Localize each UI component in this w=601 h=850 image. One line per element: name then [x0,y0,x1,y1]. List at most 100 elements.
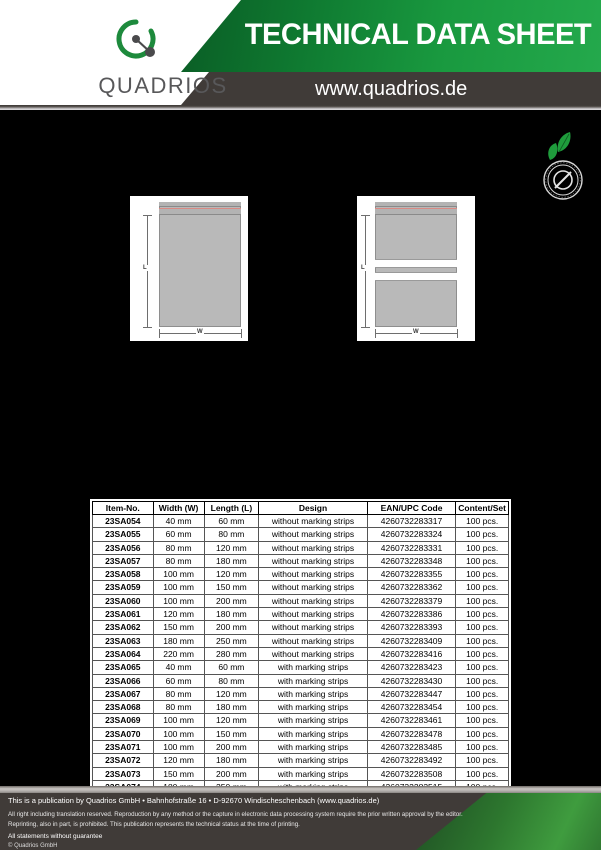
marking-strip-2 [375,272,457,281]
cell-ean-upc-code: 4260732283430 [366,673,457,688]
cell-ean-upc-code: 4260732283508 [366,766,457,781]
bag-seal-strip [375,209,457,215]
cell-content-set: 100 pcs. [455,713,509,728]
cell-content-set: 100 pcs. [455,673,509,688]
cell-ean-upc-code: 4260732283478 [366,726,457,742]
column-header-design: Design [258,501,368,515]
cell-content-set: 100 pcs. [455,540,509,555]
cell-length: 200 mm [203,620,260,635]
cell-item-no: 23SA061 [92,607,154,622]
table-row: 23SA069 100 mm 120 mm with marking strips 42… [92,713,509,728]
specification-table: Item-No. Width (W) Length (L) Design EAN… [92,501,509,808]
width-cap-right [241,329,242,338]
cell-design: without marking strips [258,540,368,555]
cell-ean-upc-code: 4260732283423 [366,660,457,675]
cell-item-no: 23SA063 [92,633,154,648]
table-row: 23SA062 150 mm 200 mm without marking strip… [92,620,509,635]
cell-design: without marking strips [258,620,368,635]
header-divider [0,105,601,110]
cell-item-no: 23SA064 [92,646,154,662]
diagram-bag-without-marking-strips: L W [130,196,248,341]
cell-content-set: 100 pcs. [455,553,509,569]
cell-item-no: 23SA057 [92,553,154,569]
quadrios-wordmark: QUADRIOS [98,73,228,98]
bag-adhesive-line [375,208,457,209]
cell-length: 80 mm [203,527,260,542]
cell-item-no: 23SA054 [92,513,154,529]
cell-design: with marking strips [258,766,368,781]
bag-seal-strip [159,209,241,215]
cell-length: 280 mm [203,646,260,662]
bag-flap [375,202,457,207]
cell-item-no: 23SA062 [92,620,154,635]
cell-ean-upc-code: 4260732283324 [366,527,457,542]
length-cap-bottom [361,327,370,328]
cell-ean-upc-code: 4260732283355 [366,567,457,582]
cell-length: 200 mm [203,740,260,755]
table-header-row: Item-No. Width (W) Length (L) Design EAN… [92,501,509,515]
cell-content-set: 100 pcs. [455,620,509,635]
cell-ean-upc-code: 4260732283485 [366,740,457,755]
table-row: 23SA072 120 mm 180 mm with marking strips 42… [92,753,509,768]
length-label: L [142,265,148,271]
footer-text-block: This is a publication by Quadrios GmbH •… [8,796,478,849]
cell-design: with marking strips [258,673,368,688]
cell-width: 100 mm [152,713,205,728]
length-dimension-line [365,215,366,327]
cell-length: 180 mm [203,607,260,622]
cell-item-no: 23SA067 [92,686,154,702]
cell-item-no: 23SA056 [92,540,154,555]
cell-length: 120 mm [203,713,260,728]
cell-width: 100 mm [152,567,205,582]
cell-ean-upc-code: 4260732283461 [366,713,457,728]
cell-ean-upc-code: 4260732283386 [366,607,457,622]
cell-content-set: 100 pcs. [455,660,509,675]
cell-item-no: 23SA070 [92,726,154,742]
cell-ean-upc-code: 4260732283492 [366,753,457,768]
length-cap-top [143,215,152,216]
cell-content-set: 100 pcs. [455,633,509,648]
cell-width: 60 mm [152,527,205,542]
cell-width: 120 mm [152,607,205,622]
header-website-url[interactable]: www.quadrios.de [315,78,468,100]
footer-publisher-line: This is a publication by Quadrios GmbH •… [8,796,380,805]
cell-content-set: 100 pcs. [455,766,509,781]
cell-content-set: 100 pcs. [455,580,509,595]
cell-content-set: 100 pcs. [455,740,509,755]
width-cap-left [375,329,376,338]
page-title: TECHNICAL DATA SHEET [244,18,591,51]
eco-marks [528,122,598,200]
cell-design: with marking strips [258,740,368,755]
cell-length: 60 mm [203,513,260,529]
column-header-content-set: Content/Set [455,501,509,515]
table-row: 23SA054 40 mm 60 mm without marking strips 4… [92,513,509,529]
cell-design: with marking strips [258,660,368,675]
cell-length: 150 mm [203,726,260,742]
page-header: QUADRIOS TECHNICAL DATA SHEET www.quadri… [0,0,601,110]
table-row: 23SA059 100 mm 150 mm without marking strip… [92,580,509,595]
header-green-banner [181,0,601,72]
table-row: 23SA061 120 mm 180 mm without marking strip… [92,607,509,622]
cell-width: 180 mm [152,633,205,648]
width-label: W [196,329,204,335]
cell-design: without marking strips [258,580,368,595]
cell-width: 80 mm [152,540,205,555]
cell-width: 100 mm [152,580,205,595]
cell-width: 220 mm [152,646,205,662]
cell-ean-upc-code: 4260732283454 [366,700,457,715]
column-header-ean-upc-code: EAN/UPC Code [366,501,457,515]
table-row: 23SA060 100 mm 200 mm without marking strip… [92,593,509,609]
cell-width: 80 mm [152,553,205,569]
cell-design: with marking strips [258,753,368,768]
cell-length: 120 mm [203,686,260,702]
specification-table-container: Item-No. Width (W) Length (L) Design EAN… [88,497,513,812]
cell-length: 120 mm [203,567,260,582]
length-dimension-line [147,215,148,327]
table-row: 23SA056 80 mm 120 mm without marking strips… [92,540,509,555]
cell-ean-upc-code: 4260732283348 [366,553,457,569]
cell-design: without marking strips [258,646,368,662]
header-dark-banner [181,72,601,105]
table-row: 23SA068 80 mm 180 mm with marking strips 426… [92,700,509,715]
cell-item-no: 23SA066 [92,673,154,688]
cell-length: 180 mm [203,553,260,569]
